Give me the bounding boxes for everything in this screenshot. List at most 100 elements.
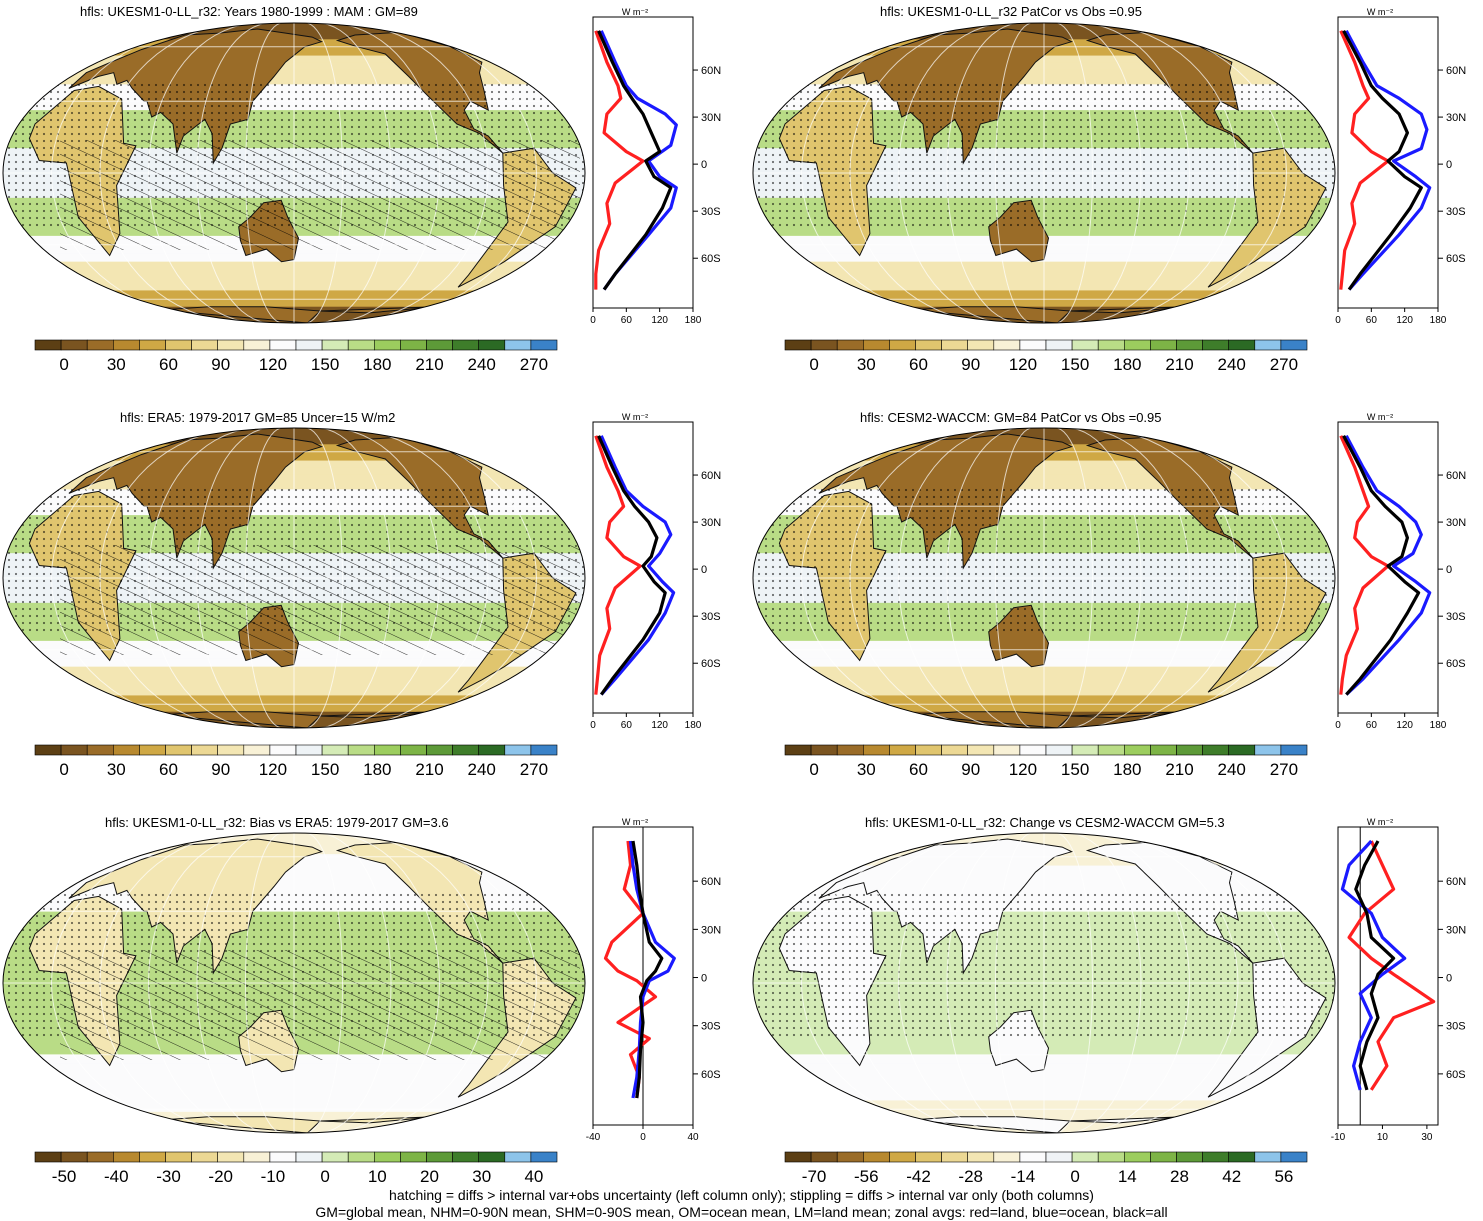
map-graticule-lon: [849, 833, 990, 1133]
colorbar-swatch: [967, 744, 995, 756]
colorbar-label: 90: [961, 355, 980, 374]
map-graticule-lon: [1057, 428, 1094, 728]
colorbar-label: -30: [156, 1167, 181, 1186]
zonal-lat-tick-label: 30N: [1446, 517, 1466, 529]
map-graticule-lon: [147, 23, 254, 323]
colorbar-swatch: [810, 339, 838, 351]
colorbar-label: 120: [259, 355, 287, 374]
colorbar-swatch: [139, 744, 166, 756]
colorbar-swatch: [400, 744, 427, 756]
map-graticule-lon: [1057, 23, 1094, 323]
map-graticule-lon: [99, 428, 240, 728]
colorbar-label: 60: [159, 760, 178, 779]
map-graticule-lon: [99, 23, 240, 323]
zonal-profile-black: [1354, 840, 1396, 1091]
map-hatching: [60, 545, 580, 655]
zonal-x-tick-label: 60: [1366, 315, 1378, 326]
colorbar-swatch: [1019, 744, 1047, 756]
map-graticule-lon: [147, 428, 254, 728]
colorbar-swatch: [1097, 339, 1125, 351]
map-hatching: [60, 950, 580, 1060]
colorbar-label: 210: [1165, 760, 1193, 779]
colorbar-swatch: [1071, 744, 1099, 756]
colorbar-swatch: [1150, 339, 1177, 351]
zonal-profile-blue: [1344, 435, 1432, 696]
colorbar-swatch: [113, 744, 140, 756]
map-graticule-lon: [307, 428, 344, 728]
map-land-antarctica: [160, 306, 322, 323]
zonal-profile-red: [594, 30, 645, 290]
colorbar-swatch: [321, 339, 349, 351]
zonal-lat-tick-label: 60N: [1446, 876, 1466, 888]
map-graticule-lon: [1084, 23, 1191, 323]
map-graticule-lon: [1070, 23, 1142, 323]
colorbar-swatch: [530, 339, 558, 351]
colorbar-label: 180: [1113, 355, 1141, 374]
colorbar-swatch: [941, 744, 969, 756]
map-land-antarctica: [910, 711, 1072, 728]
colorbar-swatch: [1045, 339, 1073, 351]
map-graticule-lon: [348, 833, 489, 1133]
world-map-panel-6: [752, 832, 1336, 1134]
colorbar-label: 270: [520, 355, 548, 374]
zonal-x-tick-label: 180: [1430, 315, 1447, 326]
zonal-profile-red: [1339, 435, 1390, 695]
colorbar-swatch: [452, 1151, 480, 1163]
colorbar-swatch: [269, 1151, 297, 1163]
colorbar-swatch: [836, 339, 864, 351]
colorbar-swatch: [1019, 339, 1047, 351]
zonal-x-tick-label: 40: [687, 1132, 699, 1143]
zonal-lat-tick-label: 60N: [1446, 65, 1466, 77]
colorbar-label: 0: [809, 760, 818, 779]
map-graticule-lon: [897, 23, 1004, 323]
colorbar-label: -56: [854, 1167, 879, 1186]
zonal-x-tick-label: 0: [590, 720, 596, 731]
colorbar-label: 120: [1009, 355, 1037, 374]
colorbar-swatch: [1202, 339, 1230, 351]
panel-title-6: hfls: UKESM1-0-LL_r32: Change vs CESM2-W…: [865, 815, 1225, 830]
colorbar-swatch: [347, 339, 375, 351]
colorbar-swatch: [452, 744, 480, 756]
zonal-profile-black: [597, 435, 667, 696]
map-graticule-lon: [244, 833, 281, 1133]
zonal-profile-black: [1342, 435, 1421, 696]
colorbar-swatch: [1019, 1151, 1047, 1163]
colorbar-swatch: [426, 744, 453, 756]
colorbar-swatch: [784, 1151, 812, 1163]
zonal-x-tick-label: 60: [621, 720, 633, 731]
colorbar-label: 120: [1009, 760, 1037, 779]
colorbar-label: 270: [1270, 355, 1298, 374]
colorbar-label: -70: [802, 1167, 827, 1186]
map-graticule-lon: [196, 428, 268, 728]
colorbar-swatch: [810, 1151, 838, 1163]
zonal-x-tick-label: 0: [1335, 720, 1341, 731]
colorbar-swatch: [478, 339, 506, 351]
colorbar-swatch: [1202, 744, 1230, 756]
colorbar-label: 150: [1061, 355, 1089, 374]
colorbar-swatch: [1176, 339, 1203, 351]
colorbar-swatch: [452, 339, 480, 351]
colorbar-swatch: [915, 744, 942, 756]
colorbar-label: 0: [59, 760, 68, 779]
colorbar-swatch: [889, 744, 916, 756]
panel-title-5: hfls: UKESM1-0-LL_r32: Bias vs ERA5: 197…: [105, 815, 449, 830]
zonal-lat-tick-label: 60S: [701, 1069, 721, 1081]
zonal-mean-plot-5: W m⁻² 60N 30N 0 30S 60S -40 0 40: [586, 817, 721, 1143]
zonal-units-label: W m⁻²: [1367, 817, 1393, 827]
world-map-panel-4: [752, 427, 1336, 729]
panel-title-1: hfls: UKESM1-0-LL_r32: Years 1980-1999 :…: [80, 4, 418, 19]
colorbar-swatch: [941, 1151, 969, 1163]
zonal-mean-plot-3: W m⁻² 60N 30N 0 30S 60S 0 60 120 180: [590, 412, 721, 731]
colorbar-label: 150: [311, 355, 339, 374]
colorbar-swatch: [1228, 744, 1256, 756]
map-graticule-lon: [849, 23, 990, 323]
map-graticule-lon: [1098, 23, 1239, 323]
zonal-x-tick-label: 10: [1377, 1132, 1389, 1143]
zonal-lat-tick-label: 60N: [1446, 470, 1466, 482]
colorbar-swatch: [915, 1151, 942, 1163]
colorbar-label: 240: [1218, 355, 1246, 374]
colorbar-swatch: [191, 339, 219, 351]
colorbar-swatch: [863, 1151, 890, 1163]
zonal-lat-tick-label: 0: [701, 159, 707, 171]
zonal-lat-tick-label: 60S: [1446, 1069, 1466, 1081]
